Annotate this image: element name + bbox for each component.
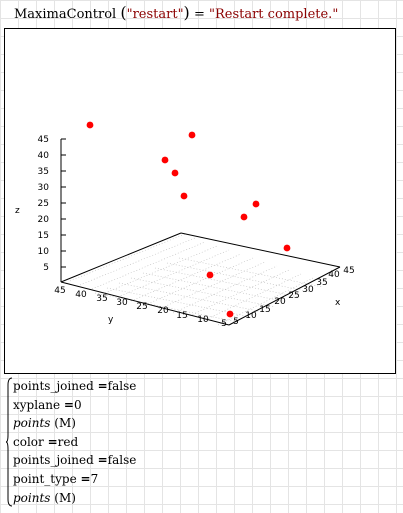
data-point xyxy=(86,121,94,129)
maxima-control-expression[interactable]: MaximaControl ("restart") = "Restart com… xyxy=(14,3,338,23)
data-point xyxy=(180,192,188,200)
y-tick-label: 10 xyxy=(197,315,209,325)
y-tick-label: 45 xyxy=(54,286,65,296)
option-value: 7 xyxy=(90,471,99,486)
command-line[interactable]: points_joined =false xyxy=(6,377,156,396)
z-tick-marks xyxy=(61,138,66,268)
option-value: false xyxy=(107,379,137,393)
data-point xyxy=(283,244,291,252)
equals-sign: = xyxy=(63,397,74,412)
x-tick-label: 35 xyxy=(316,278,327,288)
x-tick-labels: 5 10 15 20 25 30 35 40 45 xyxy=(233,266,355,327)
data-point xyxy=(240,213,248,221)
argument-string: "restart" xyxy=(126,7,184,22)
data-point xyxy=(188,131,196,139)
equals-sign: = xyxy=(97,453,108,468)
z-tick-label: 35 xyxy=(38,167,49,177)
data-point xyxy=(226,310,234,318)
command-line[interactable]: xyplane =0 xyxy=(6,396,156,415)
x-tick-label: 40 xyxy=(328,270,340,280)
plot-axes xyxy=(60,139,341,326)
option-name: points_joined xyxy=(13,453,94,468)
z-tick-label: 25 xyxy=(38,199,49,209)
z-tick-label: 20 xyxy=(38,215,50,225)
option-value: false xyxy=(107,453,137,468)
function-argument: (M) xyxy=(54,490,76,505)
data-point xyxy=(206,271,214,279)
data-point xyxy=(171,169,179,177)
equals-sign: = xyxy=(97,379,108,393)
draw3d-options-block[interactable]: points_joined =false xyplane =0 points (… xyxy=(6,377,156,507)
y-tick-label: 20 xyxy=(157,306,169,316)
y-tick-label: 30 xyxy=(116,298,128,308)
z-axis-label: z xyxy=(15,206,20,216)
3d-scatter-plot: 45 40 35 30 25 20 15 10 5 z 45 40 35 30 … xyxy=(15,121,355,329)
option-name: color xyxy=(13,434,44,449)
option-value: red xyxy=(57,434,79,449)
x-tick-label: 25 xyxy=(288,291,299,301)
close-paren: ) xyxy=(183,3,190,22)
x-tick-label: 10 xyxy=(245,311,257,321)
command-line[interactable]: points_joined =false xyxy=(6,451,156,470)
command-line[interactable]: points (M) xyxy=(6,414,156,433)
result-string: "Restart complete." xyxy=(208,7,339,22)
command-line[interactable]: color =red xyxy=(6,433,156,452)
option-name: point_type xyxy=(13,471,77,486)
scatter-points xyxy=(86,121,291,318)
open-paren: ( xyxy=(120,3,127,22)
y-tick-label: 15 xyxy=(176,311,187,321)
x-tick-label: 30 xyxy=(302,285,314,295)
y-tick-label: 35 xyxy=(96,294,107,304)
x-tick-label: 20 xyxy=(274,297,286,307)
function-name: points xyxy=(13,416,51,431)
y-axis-label: y xyxy=(108,315,114,325)
x-axis-label: x xyxy=(335,298,341,308)
function-name: MaximaControl xyxy=(14,7,117,22)
z-tick-label: 30 xyxy=(38,183,50,193)
y-tick-label: 40 xyxy=(75,290,87,300)
command-line[interactable]: point_type =7 xyxy=(6,470,156,489)
equals-sign: = xyxy=(80,471,91,486)
data-point xyxy=(252,200,260,208)
command-line[interactable]: points (M) xyxy=(6,489,156,508)
z-tick-label: 5 xyxy=(43,263,49,273)
x-tick-label: 5 xyxy=(233,317,239,327)
equals-sign: = xyxy=(193,7,205,22)
function-argument: (M) xyxy=(54,416,76,431)
equals-sign: = xyxy=(47,434,58,449)
xy-plane-grid xyxy=(69,233,324,326)
data-point xyxy=(161,156,169,164)
option-name: xyplane xyxy=(13,397,61,412)
z-tick-label: 45 xyxy=(38,135,49,145)
x-tick-label: 45 xyxy=(343,266,354,276)
z-tick-label: 10 xyxy=(38,247,50,257)
x-tick-label: 15 xyxy=(259,305,270,315)
left-brace-icon xyxy=(6,377,12,507)
option-name: points_joined xyxy=(13,379,94,393)
option-value: 0 xyxy=(73,397,82,412)
z-tick-labels: 45 40 35 30 25 20 15 10 5 xyxy=(38,135,50,273)
function-name: points xyxy=(13,490,51,505)
y-tick-label: 5 xyxy=(221,319,227,329)
plot-region[interactable]: 45 40 35 30 25 20 15 10 5 z 45 40 35 30 … xyxy=(4,28,396,374)
y-tick-labels: 45 40 35 30 25 20 15 10 5 xyxy=(54,286,227,329)
z-tick-label: 15 xyxy=(38,231,49,241)
y-tick-label: 25 xyxy=(136,302,147,312)
z-tick-label: 40 xyxy=(38,151,50,161)
